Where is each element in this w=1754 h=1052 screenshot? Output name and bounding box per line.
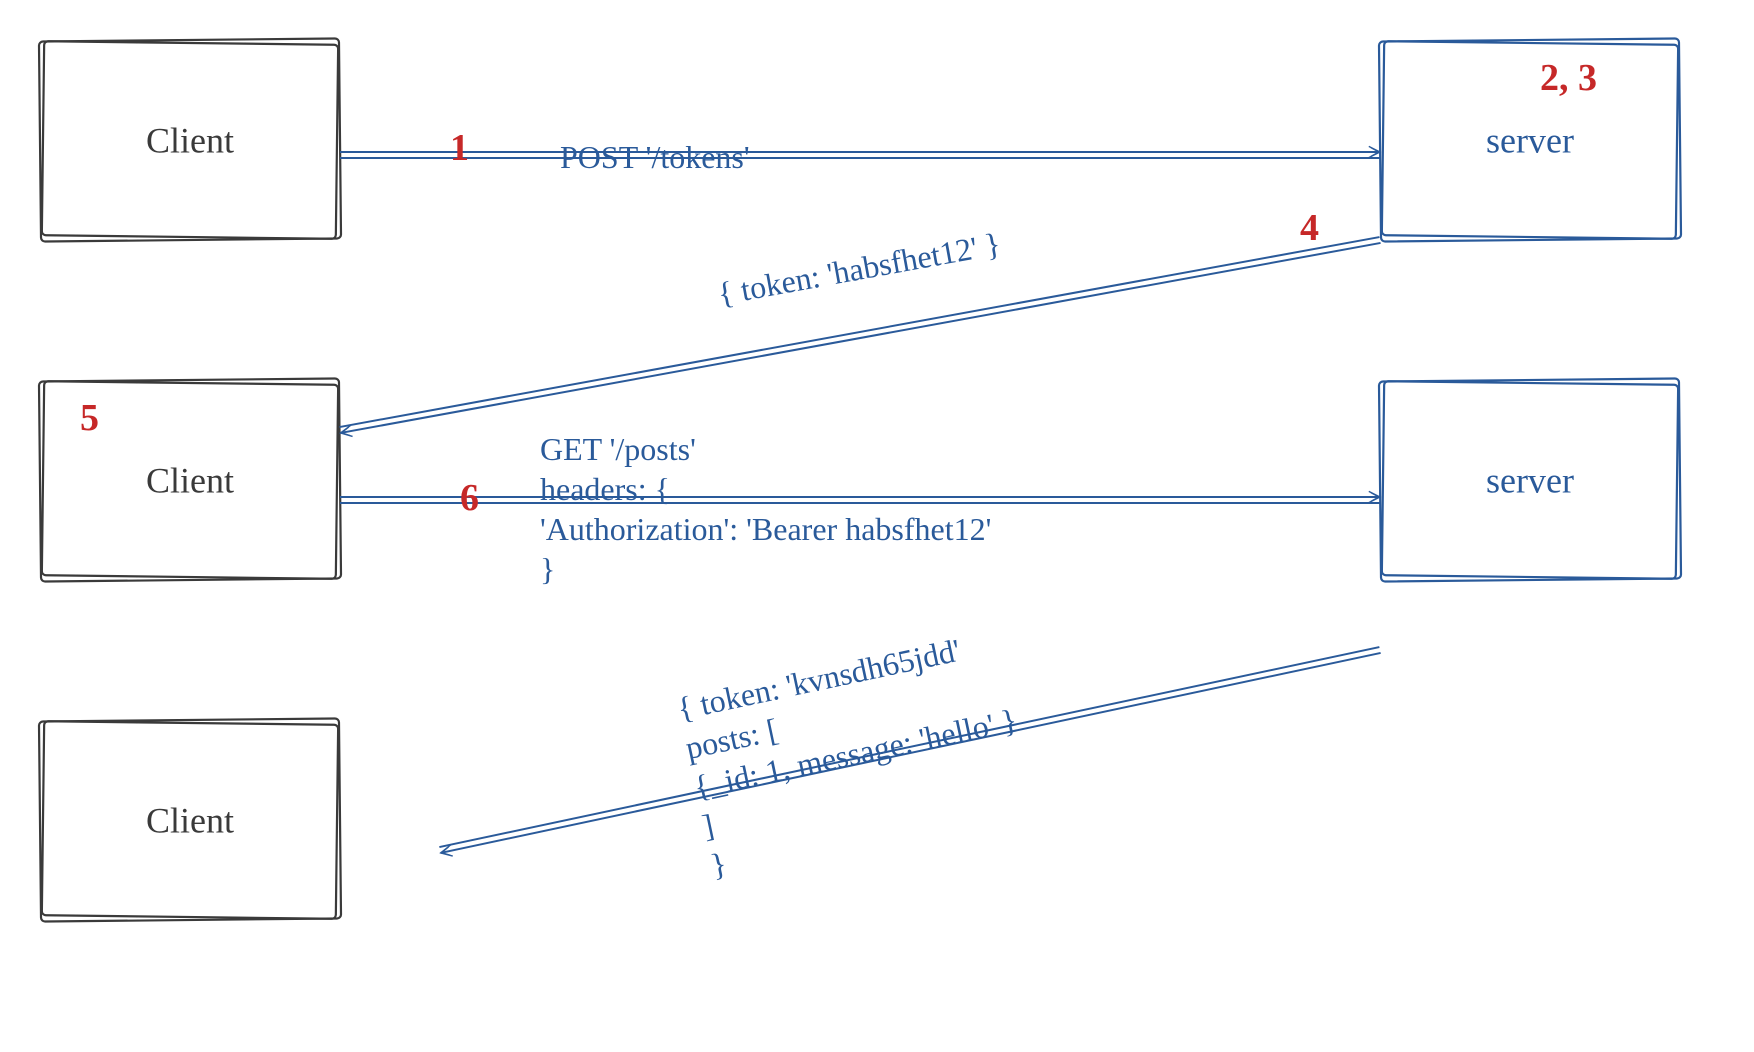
step-4: 5 <box>80 397 99 439</box>
edge-e1-label-0: POST '/tokens' <box>560 139 750 175</box>
edge-e4-label-4: } <box>707 845 730 883</box>
edge-e3-label-0: GET '/posts' <box>540 431 696 467</box>
server1: server <box>1379 38 1681 241</box>
client2-label: Client <box>146 460 234 500</box>
edge-e2-label-0: { token: 'habsfhet12' } <box>715 225 1003 312</box>
client3: Client <box>39 718 341 921</box>
edge-e4-label-3: ] <box>699 807 717 844</box>
server1-label: server <box>1486 120 1574 160</box>
edge-e4: { token: 'kvnsdh65jdd' posts: [ {_id: 1,… <box>439 623 1380 883</box>
step-1: 1 <box>450 127 469 169</box>
client3-label: Client <box>146 800 234 840</box>
client1-label: Client <box>146 120 234 160</box>
edge-e2: { token: 'habsfhet12' } <box>339 225 1380 433</box>
edge-e3: GET '/posts' headers: { 'Authorization': … <box>340 431 1380 587</box>
step-3: 4 <box>1300 207 1319 249</box>
step-2: 2, 3 <box>1540 57 1597 99</box>
edge-e3-label-2: 'Authorization': 'Bearer habsfhet12' <box>540 511 991 547</box>
server2: server <box>1379 378 1681 581</box>
server2-label: server <box>1486 460 1574 500</box>
edge-e1: POST '/tokens' <box>340 139 1380 175</box>
edge-e3-label-3: } <box>540 551 555 587</box>
edge-e3-label-1: headers: { <box>540 471 670 507</box>
step-5: 6 <box>460 477 479 519</box>
edge-e4-label-0: { token: 'kvnsdh65jdd' <box>674 632 963 727</box>
client1: Client <box>39 38 341 241</box>
